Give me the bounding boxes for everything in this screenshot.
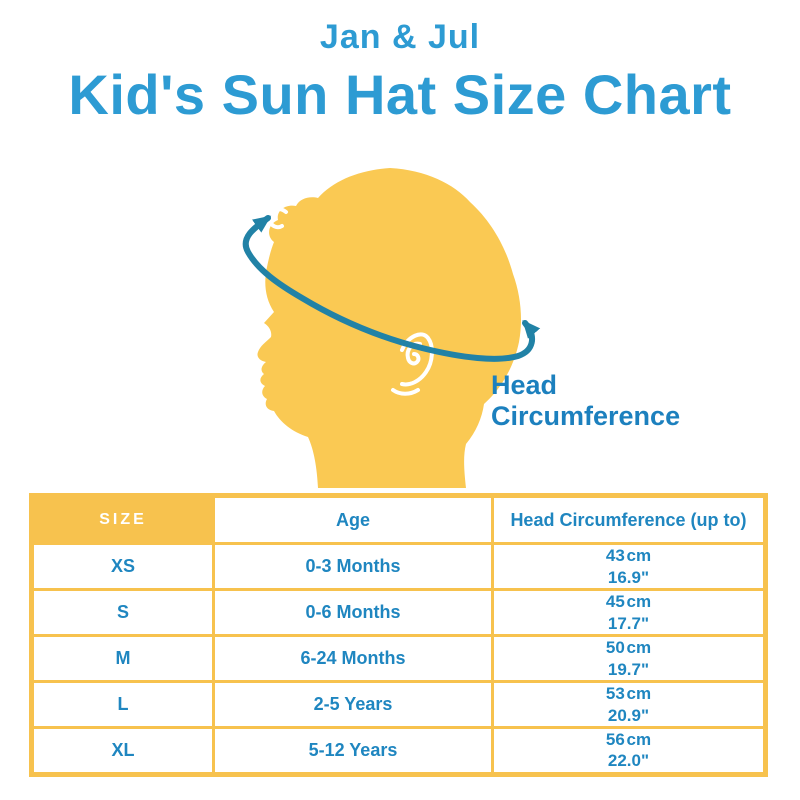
circumference-cm: 43 cm: [605, 546, 652, 566]
age-value: 0-6 Months: [212, 588, 494, 637]
head-circumference-label: Head Circumference: [491, 370, 680, 432]
circumference-value: 56 cm 22.0": [490, 726, 768, 776]
circumference-in: 22.0": [607, 751, 650, 771]
size-table: SIZE Age Head Circumference (up to) XS 0…: [29, 493, 768, 777]
circumference-value: 50 cm 19.7": [490, 634, 768, 683]
page-title: Kid's Sun Hat Size Chart: [68, 63, 732, 126]
table-row-s: S 0-6 Months 45 cm 17.7": [29, 588, 768, 637]
column-header-size: SIZE: [29, 494, 216, 545]
head-circumference-label-line2: Circumference: [491, 401, 681, 432]
circumference-value: 43 cm 16.9": [490, 542, 768, 591]
circumference-in: 16.9": [607, 567, 650, 587]
table-row-m: M 6-24 Months 50 cm 19.7": [29, 634, 768, 683]
size-value: M: [29, 634, 216, 683]
size-value: XL: [29, 726, 216, 776]
table-header-row: SIZE Age Head Circumference (up to): [29, 494, 768, 545]
age-value: 2-5 Years: [212, 680, 494, 729]
age-value: 0-3 Months: [212, 542, 494, 591]
column-header-age: Age: [212, 494, 494, 545]
head-circumference-label-line1: Head: [491, 370, 558, 400]
table-row-l: L 2-5 Years 53 cm 20.9": [29, 680, 768, 729]
age-value: 6-24 Months: [212, 634, 494, 683]
circumference-in: 20.9": [607, 705, 650, 725]
circumference-in: 17.7": [607, 613, 650, 633]
circumference-in: 19.7": [607, 659, 650, 679]
child-head-silhouette-icon: [242, 168, 541, 488]
circumference-cm: 45 cm: [605, 592, 652, 612]
circumference-value: 45 cm 17.7": [490, 588, 768, 637]
circumference-cm: 56 cm: [605, 730, 652, 749]
circumference-value: 53 cm 20.9": [490, 680, 768, 729]
brand-title: Jan & Jul: [319, 18, 481, 56]
age-value: 5-12 Years: [212, 726, 494, 776]
head-illustration: Head Circumference: [242, 168, 680, 488]
size-value: L: [29, 680, 216, 729]
table-row-xs: XS 0-3 Months 43 cm 16.9": [29, 542, 768, 591]
size-value: S: [29, 588, 216, 637]
table-row-xl: XL 5-12 Years 56 cm 22.0": [29, 726, 768, 776]
measuring-arrow-icon: [242, 215, 541, 362]
circumference-cm: 53 cm: [605, 684, 652, 704]
column-header-circumference: Head Circumference (up to): [490, 494, 768, 545]
circumference-cm: 50 cm: [605, 638, 652, 658]
size-value: XS: [29, 542, 216, 591]
